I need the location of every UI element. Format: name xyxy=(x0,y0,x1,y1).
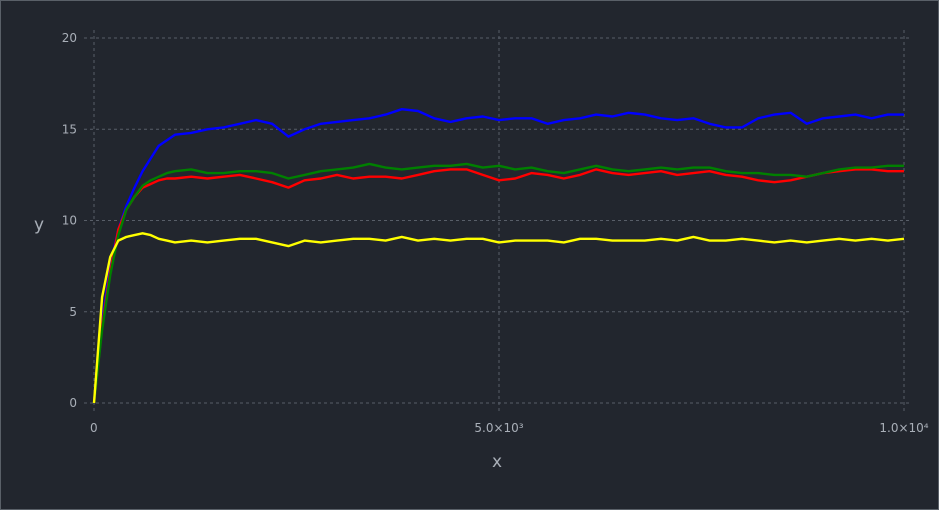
y-tick-label-4: 20 xyxy=(62,31,77,45)
series-line-0 xyxy=(92,107,904,404)
y-tick-label-1: 5 xyxy=(69,305,77,319)
series-group xyxy=(92,107,905,404)
x-tick-label-0: 0 xyxy=(90,421,98,435)
series-line-1 xyxy=(92,168,904,404)
grid xyxy=(84,30,909,411)
y-tick-label-0: 0 xyxy=(69,396,77,410)
y-tick-label-2: 10 xyxy=(62,214,77,228)
y-axis-title: y xyxy=(34,215,44,235)
x-tick-labels: 0 5.0×10³ 1.0×10⁴ xyxy=(90,421,929,435)
x-tick-label-2: 1.0×10⁴ xyxy=(879,421,928,435)
y-tick-label-3: 15 xyxy=(62,122,77,136)
x-axis-title: x xyxy=(492,452,502,472)
x-tick-label-1: 5.0×10³ xyxy=(474,421,523,435)
series-line-2 xyxy=(92,162,904,404)
y-tick-labels: 0 5 10 15 20 xyxy=(62,31,77,410)
series-line-3 xyxy=(92,232,905,404)
